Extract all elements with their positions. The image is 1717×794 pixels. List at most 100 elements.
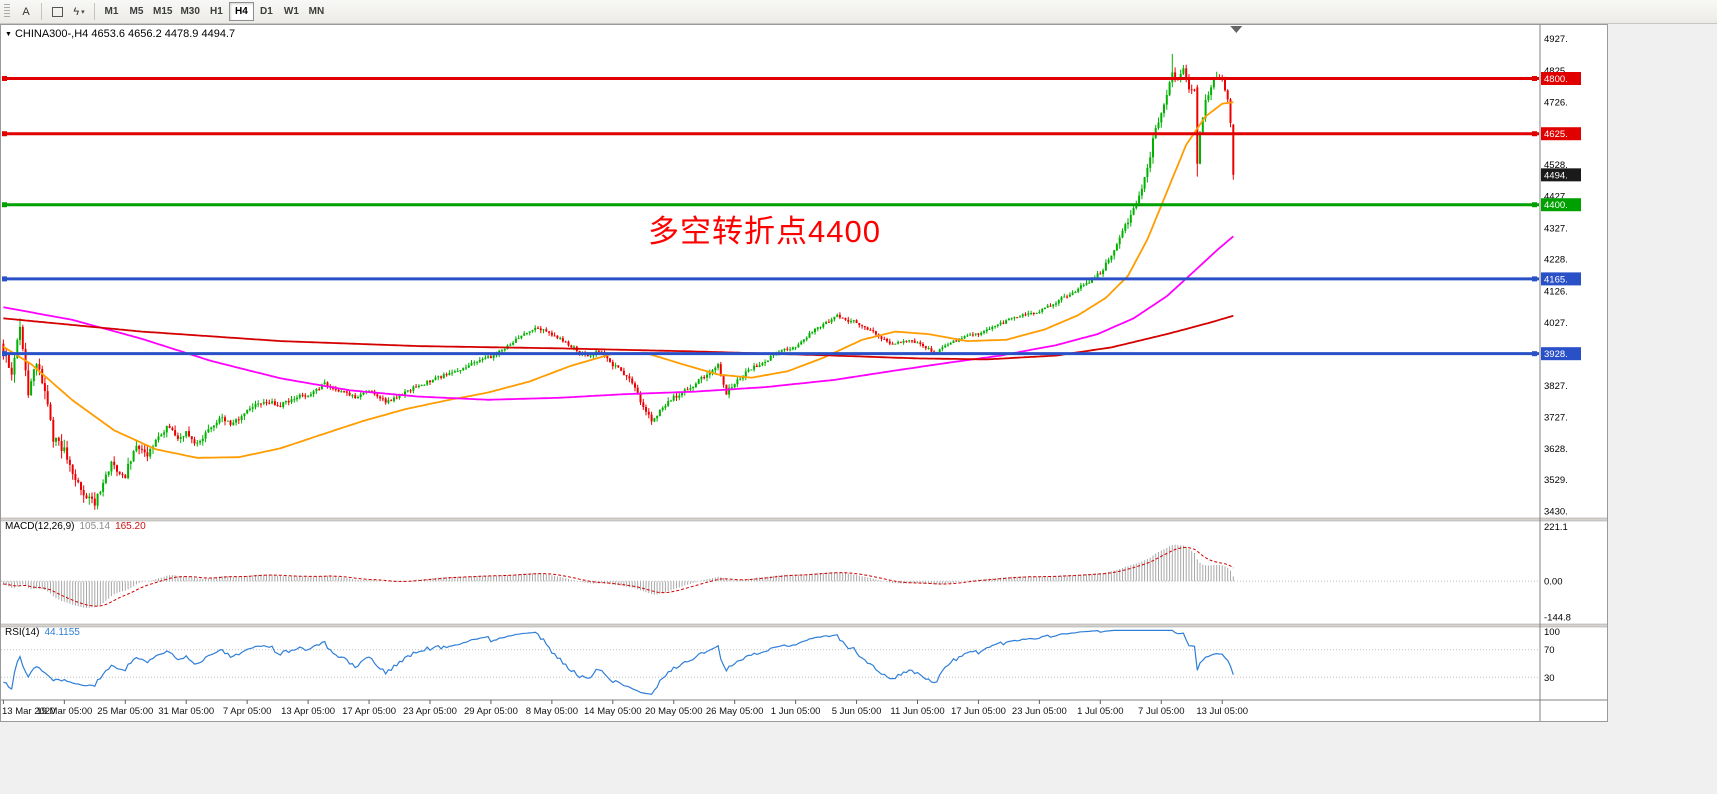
svg-text:221.1: 221.1 [1544, 522, 1568, 533]
svg-text:4228.: 4228. [1544, 255, 1568, 266]
svg-text:4825.: 4825. [1544, 66, 1568, 77]
svg-text:5 Jun 05:00: 5 Jun 05:00 [832, 706, 882, 717]
macd-panel [1, 544, 1539, 608]
medium-ma-line[interactable] [3, 235, 1234, 401]
svg-text:11 Jun 05:00: 11 Jun 05:00 [890, 706, 944, 717]
line-handle[interactable] [1532, 276, 1537, 282]
svg-text:3529.: 3529. [1544, 475, 1568, 486]
svg-text:23 Apr 05:00: 23 Apr 05:00 [403, 706, 457, 717]
svg-text:3727.: 3727. [1544, 413, 1568, 424]
svg-text:31 Mar 05:00: 31 Mar 05:00 [158, 706, 214, 717]
line-handle[interactable] [2, 351, 7, 357]
chart-background [0, 24, 1608, 722]
slow-ma-line[interactable] [3, 314, 1234, 361]
chart-window-border [0, 24, 1608, 722]
svg-text:25 Mar 05:00: 25 Mar 05:00 [97, 706, 153, 717]
svg-text:13 Jul 05:00: 13 Jul 05:00 [1196, 706, 1248, 717]
svg-text:20 May 05:00: 20 May 05:00 [645, 706, 703, 717]
svg-text:26 May 05:00: 26 May 05:00 [706, 706, 764, 717]
timeframe-m5-button[interactable]: M5 [124, 2, 149, 21]
line-handle[interactable] [1532, 202, 1537, 208]
chart-annotation-text[interactable]: 多空转折点4400 [648, 214, 881, 249]
svg-text:29 Apr 05:00: 29 Apr 05:00 [464, 706, 518, 717]
rsi-line [3, 629, 1234, 695]
svg-text:13 Apr 05:00: 13 Apr 05:00 [281, 706, 335, 717]
svg-text:3928.: 3928. [1544, 349, 1568, 360]
price-badge [1541, 168, 1581, 182]
svg-text:4625.: 4625. [1544, 129, 1568, 140]
timeframe-d1-button[interactable]: D1 [254, 2, 279, 21]
svg-text:4528.: 4528. [1544, 160, 1568, 171]
svg-text:1 Jul 05:00: 1 Jul 05:00 [1077, 706, 1123, 717]
price-axis[interactable]: 4927. 4825. 4726. 4528. 4427. 4327. 4228. 4126.… [1541, 34, 1581, 684]
indicators-button[interactable]: ϟ ▾ [69, 2, 89, 22]
svg-text:3827.: 3827. [1544, 381, 1568, 392]
svg-text:0.00: 0.00 [1544, 577, 1563, 588]
timeframe-group: M1 M5 M15 M30 H1 H4 D1 W1 MN [99, 2, 329, 21]
svg-text:30: 30 [1544, 673, 1555, 684]
price-badge [1541, 127, 1581, 141]
line-handle[interactable] [2, 131, 7, 137]
svg-text:1 Jun 05:00: 1 Jun 05:00 [771, 706, 821, 717]
toolbar-grip[interactable] [4, 4, 10, 19]
macd-signal-line [3, 546, 1234, 607]
svg-text:4726.: 4726. [1544, 97, 1568, 108]
timeframe-m15-button[interactable]: M15 [149, 2, 176, 21]
timeframe-h1-button[interactable]: H1 [204, 2, 229, 21]
toolbar-separator [41, 3, 42, 20]
svg-text:4027.: 4027. [1544, 318, 1568, 329]
panel-splitter[interactable] [0, 623, 1608, 628]
symbol-dropdown-icon[interactable]: ▼ [5, 31, 12, 38]
timeframe-mn-button[interactable]: MN [304, 2, 329, 21]
line-handle[interactable] [2, 75, 7, 81]
svg-text:4494.: 4494. [1544, 170, 1568, 181]
svg-text:19 Mar 05:00: 19 Mar 05:00 [36, 706, 92, 717]
svg-text:4400.: 4400. [1544, 200, 1568, 211]
svg-text:3628.: 3628. [1544, 444, 1568, 455]
svg-text:7 Jul 05:00: 7 Jul 05:00 [1138, 706, 1184, 717]
svg-text:4427.: 4427. [1544, 192, 1568, 203]
line-handle[interactable] [1532, 351, 1537, 357]
draw-text-button[interactable]: A [16, 2, 36, 22]
draw-shape-button[interactable] [47, 2, 67, 22]
svg-text:70: 70 [1544, 645, 1555, 656]
line-handle[interactable] [2, 202, 7, 208]
svg-text:3430.: 3430. [1544, 506, 1568, 517]
toolbar: A ϟ ▾ M1 M5 M15 M30 H1 H4 D1 W1 MN [0, 0, 1717, 24]
svg-text:100: 100 [1544, 627, 1560, 638]
svg-text:23 Jun 05:00: 23 Jun 05:00 [1012, 706, 1067, 717]
price-badge [1541, 198, 1581, 212]
rsi-panel [1, 629, 1539, 695]
price-badge [1541, 71, 1581, 85]
svg-text:17 Apr 05:00: 17 Apr 05:00 [342, 706, 396, 717]
line-handle[interactable] [1532, 131, 1537, 137]
timeframe-w1-button[interactable]: W1 [279, 2, 304, 21]
macd-histogram [2, 544, 1234, 608]
timeframe-m30-button[interactable]: M30 [176, 2, 203, 21]
price-badge [1541, 347, 1581, 361]
lightning-icon: ϟ [73, 5, 80, 18]
svg-text:4927.: 4927. [1544, 34, 1568, 45]
svg-text:14 May 05:00: 14 May 05:00 [584, 706, 642, 717]
line-handle[interactable] [2, 276, 7, 282]
svg-text:17 Jun 05:00: 17 Jun 05:00 [951, 706, 1006, 717]
svg-text:8 May 05:00: 8 May 05:00 [526, 706, 578, 717]
timeframe-h4-button[interactable]: H4 [228, 2, 254, 21]
chart-shift-marker[interactable] [1230, 26, 1243, 33]
svg-text:4800.: 4800. [1544, 74, 1568, 85]
svg-text:4165.: 4165. [1544, 274, 1568, 285]
rectangle-icon [51, 6, 63, 17]
timeframe-m1-button[interactable]: M1 [99, 2, 124, 21]
chart-canvas[interactable]: 4927. 4825. 4726. 4528. 4427. 4327. 4228. 4126.… [0, 24, 1608, 724]
line-handle[interactable] [1532, 75, 1537, 81]
svg-text:13 Mar 2020: 13 Mar 2020 [2, 706, 55, 717]
panel-splitter[interactable] [0, 517, 1608, 522]
svg-text:7 Apr 05:00: 7 Apr 05:00 [223, 706, 272, 717]
svg-text:4327.: 4327. [1544, 223, 1568, 234]
svg-text:4126.: 4126. [1544, 287, 1568, 298]
price-badge [1541, 272, 1581, 286]
toolbar-separator [94, 3, 95, 20]
svg-text:-144.8: -144.8 [1544, 613, 1571, 624]
